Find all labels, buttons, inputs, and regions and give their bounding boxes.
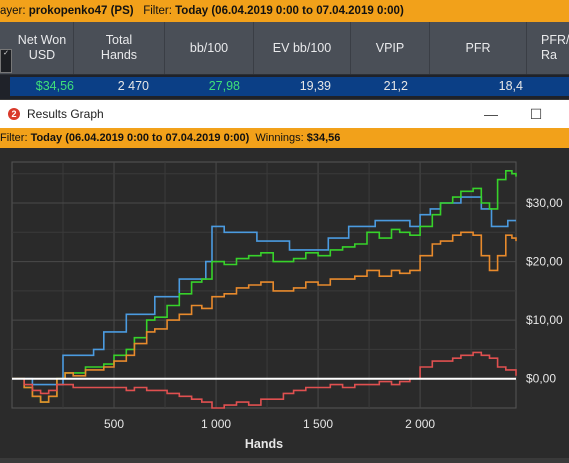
bb100-value: 27,98 [208, 79, 240, 93]
y-tick-label: $30,00 [526, 196, 563, 210]
vpip-value: 21,2 [383, 79, 408, 93]
column-header-net-won[interactable]: Net Won USD [17, 33, 67, 62]
player-filter-bar: ayer: prokopenko47 (PS) Filter: Today (0… [0, 0, 569, 22]
column-header-bb100[interactable]: bb/100 [164, 22, 253, 74]
graph-area: 500 1 000 1 500 2 000 $0,00 $10,00 $20,00 $30,0… [0, 148, 569, 458]
winnings-label: Winnings: [255, 132, 304, 144]
x-tick-label: 2 000 [405, 417, 435, 431]
filter-value[interactable]: Today (06.04.2019 0:00 to 07.04.2019 0:0… [175, 5, 404, 17]
stats-table-row[interactable]: $34,56 2 470 27,98 19,39 21,2 18,4 [0, 75, 569, 99]
x-tick-label: 1 000 [201, 417, 231, 431]
checkbox-icon[interactable]: ✓ [0, 49, 12, 73]
x-axis-label: Hands [245, 437, 283, 451]
column-header-total-hands[interactable]: Total Hands [73, 22, 164, 74]
filter-label: Filter: [143, 5, 172, 17]
window-titlebar[interactable]: 2 Results Graph — ☐ [0, 100, 569, 128]
graph-filter-label: Filter: [0, 132, 28, 144]
row-selection [10, 77, 569, 96]
x-tick-label: 1 500 [303, 417, 333, 431]
ev-bb100-value: 19,39 [299, 79, 331, 93]
pfr-value: 18,4 [498, 79, 523, 93]
y-tick-label: $0,00 [526, 372, 556, 386]
graph-filter-value: Today (06.04.2019 0:00 to 07.04.2019 0:0… [30, 132, 250, 144]
total-hands-value: 2 470 [117, 79, 149, 93]
column-header-ev-bb100[interactable]: EV bb/100 [253, 22, 350, 74]
graph-filter-bar: Filter: Today (06.04.2019 0:00 to 07.04.… [0, 128, 569, 148]
results-chart: 500 1 000 1 500 2 000 $0,00 $10,00 $20,00 $30,0… [11, 161, 563, 451]
winnings-value: $34,56 [306, 132, 341, 144]
y-tick-label: $20,00 [526, 255, 563, 269]
series-line-1 [12, 170, 517, 403]
player-name[interactable]: prokopenko47 (PS) [28, 5, 134, 17]
net-won-value: $34,56 [35, 79, 74, 93]
column-header-pfr-ratio[interactable]: PFR/ Ra [526, 22, 569, 74]
stats-table-header: ✓ Net Won USD Total Hands bb/100 EV bb/1… [0, 22, 569, 75]
column-header-vpip[interactable]: VPIP [350, 22, 429, 74]
series-line-3 [12, 351, 517, 409]
y-tick-label: $10,00 [526, 313, 563, 327]
plot-frame [11, 161, 517, 409]
x-tick-label: 500 [104, 417, 124, 431]
results-graph-window: 2 Results Graph — ☐ Filter: Today (06.04… [0, 100, 569, 458]
maximize-icon[interactable]: ☐ [529, 106, 543, 122]
player-label: ayer: [0, 5, 26, 17]
series-line-2 [12, 231, 517, 403]
column-header-pfr[interactable]: PFR [429, 22, 526, 74]
app-logo-icon: 2 [8, 108, 20, 120]
window-title: Results Graph [27, 107, 104, 121]
minimize-icon[interactable]: — [484, 106, 498, 122]
